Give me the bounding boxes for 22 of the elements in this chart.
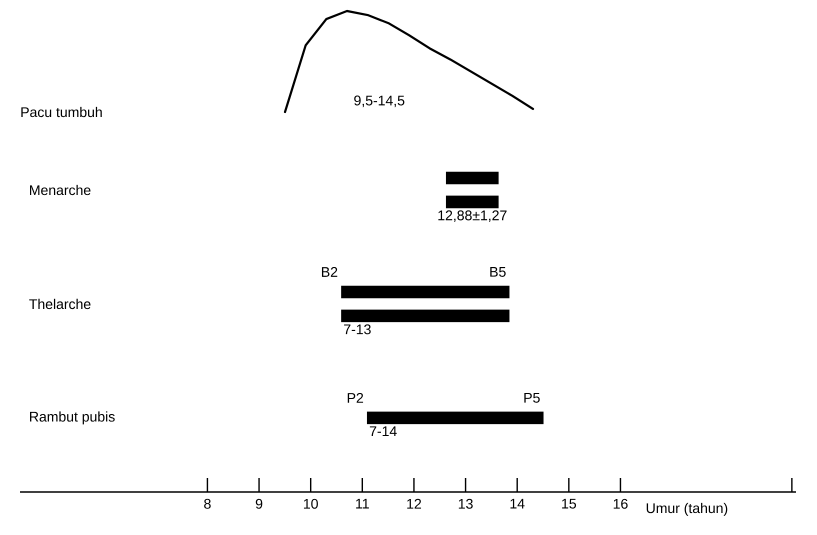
annotation: P5: [524, 392, 540, 403]
annotation: 12,88±1,27: [438, 210, 507, 222]
x-tick-label: 11: [356, 498, 369, 508]
y-axis-title: Pacu tumbuh: [21, 106, 102, 118]
annotation: 9,5-14,5: [354, 96, 404, 108]
y-tick-label: Rambut pubis: [30, 411, 115, 424]
y-tick-label: Thelarche: [29, 298, 90, 310]
annotation: 7-13: [344, 324, 371, 334]
x-axis-title: Umur (tahun): [646, 502, 728, 516]
x-tick-label: 13: [458, 498, 473, 509]
annotation: 7-14: [370, 426, 397, 436]
x-tick-label: 15: [562, 498, 576, 509]
x-tick-label: 10: [304, 498, 318, 509]
y-tick-label: Menarche: [30, 184, 90, 196]
annotation: B5: [490, 267, 506, 277]
annotation: B2: [322, 267, 338, 277]
x-tick-label: 14: [510, 498, 525, 508]
x-tick-label: 16: [614, 498, 628, 509]
x-tick-label: 9: [256, 498, 262, 509]
x-tick-label: 12: [407, 498, 422, 509]
annotation: P2: [348, 392, 364, 403]
x-tick-label: 8: [204, 498, 211, 509]
